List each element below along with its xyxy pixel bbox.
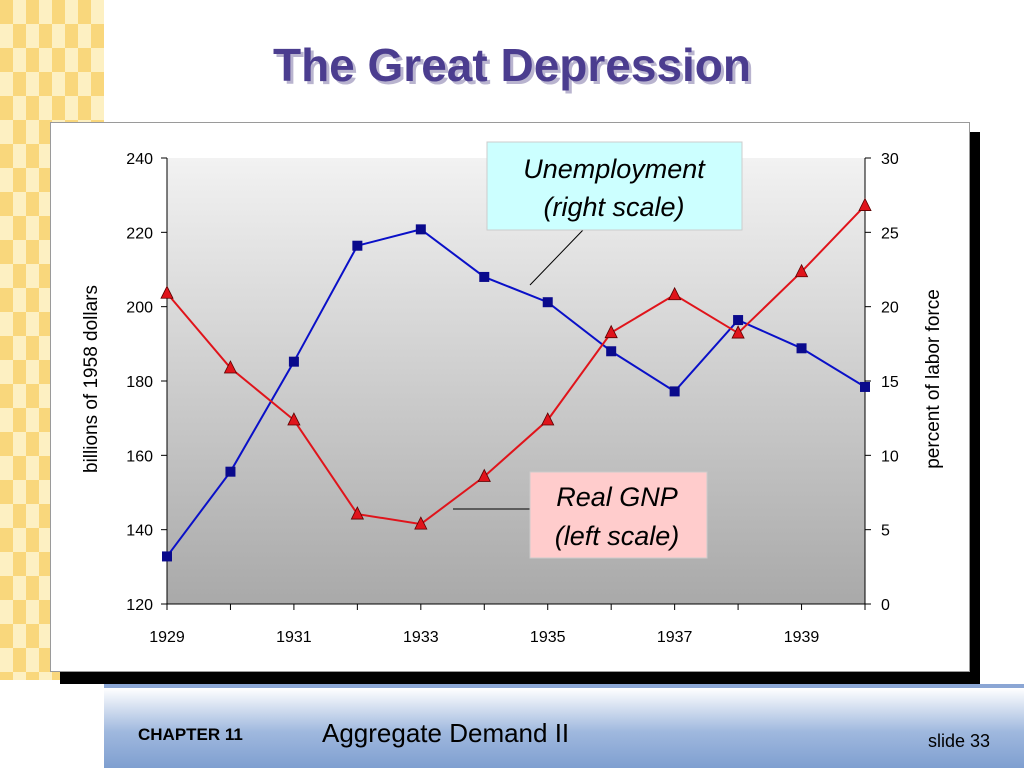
real-gnp-point bbox=[287, 412, 301, 426]
unemployment-point bbox=[606, 346, 617, 357]
real-gnp-point bbox=[541, 412, 555, 426]
x-tick-label: 1937 bbox=[657, 629, 693, 646]
unemployment-point bbox=[415, 224, 426, 235]
right-tick-label: 30 bbox=[881, 151, 899, 168]
unemployment-callout-leader bbox=[529, 229, 584, 286]
slide-footer bbox=[104, 688, 1024, 768]
x-tick-label: 1939 bbox=[784, 629, 820, 646]
chart: 120 140 160 180 200 220 240 0 5 10 15 20 25 30 1929 193… bbox=[81, 141, 944, 646]
unemployment-point bbox=[542, 297, 553, 308]
unemployment-point bbox=[796, 343, 807, 354]
right-tick-label: 0 bbox=[881, 597, 890, 614]
gnp-callout-box bbox=[529, 471, 708, 559]
x-tick-label: 1929 bbox=[149, 629, 185, 646]
left-axis-label: billions of 1958 dollars bbox=[81, 285, 102, 473]
gnp-callout-line-2: (left scale) bbox=[555, 521, 680, 551]
right-tick-label: 10 bbox=[881, 448, 899, 465]
unemployment-point bbox=[479, 271, 490, 282]
right-tick-label: 25 bbox=[881, 225, 899, 242]
unemployment-point bbox=[288, 356, 299, 367]
unemployment-point bbox=[860, 381, 870, 392]
real-gnp-point bbox=[160, 285, 174, 299]
unemployment-point bbox=[225, 466, 236, 477]
left-tick-label: 220 bbox=[126, 225, 153, 242]
right-tick-label: 5 bbox=[881, 523, 890, 540]
real-gnp-point bbox=[477, 468, 491, 482]
real-gnp-point bbox=[604, 324, 618, 339]
real-gnp-point bbox=[414, 516, 428, 530]
series-markers bbox=[160, 197, 872, 562]
unemployment-point bbox=[733, 315, 744, 326]
right-axis-label: percent of labor force bbox=[923, 289, 944, 469]
gnp-callout: Real GNP (left scale) bbox=[529, 471, 708, 559]
real-gnp-point bbox=[667, 286, 682, 301]
slide-number: slide 33 bbox=[928, 731, 991, 751]
x-tick-label: 1931 bbox=[276, 629, 312, 646]
left-tick-label: 200 bbox=[126, 300, 153, 317]
real-gnp-point bbox=[223, 360, 238, 374]
x-tick-label: 1933 bbox=[403, 629, 439, 646]
right-tick-label: 15 bbox=[881, 374, 899, 391]
real-gnp-line bbox=[166, 204, 866, 526]
real-gnp-point bbox=[794, 263, 809, 278]
left-tick-label: 120 bbox=[126, 597, 153, 614]
series-lines bbox=[166, 204, 866, 558]
axes: 120 140 160 180 200 220 240 0 5 10 15 20 25 30 1929 193… bbox=[126, 151, 899, 646]
x-tick-label: 1935 bbox=[530, 629, 566, 646]
slide-title: The Great Depression bbox=[272, 39, 752, 91]
unemployment-callout-line-2: (right scale) bbox=[543, 192, 684, 222]
left-tick-label: 240 bbox=[126, 151, 153, 168]
unemployment-callout: Unemployment (right scale) bbox=[486, 141, 743, 231]
real-gnp-point bbox=[731, 325, 745, 339]
unemployment-point bbox=[669, 386, 680, 397]
unemployment-point bbox=[162, 551, 172, 562]
left-tick-label: 180 bbox=[126, 374, 153, 391]
real-gnp-point bbox=[858, 197, 872, 211]
left-tick-label: 140 bbox=[126, 523, 153, 540]
real-gnp-point bbox=[350, 506, 365, 520]
unemployment-point bbox=[352, 240, 363, 251]
footer-divider bbox=[104, 684, 1024, 688]
chapter-label: CHAPTER 11 bbox=[138, 725, 243, 744]
chapter-subject: Aggregate Demand II bbox=[322, 718, 570, 748]
unemployment-callout-line-1: Unemployment bbox=[523, 154, 706, 184]
unemployment-callout-box bbox=[486, 141, 743, 231]
unemployment-line bbox=[166, 228, 866, 558]
right-tick-label: 20 bbox=[881, 300, 899, 317]
gnp-callout-line-1: Real GNP bbox=[556, 482, 678, 512]
left-tick-label: 160 bbox=[126, 448, 153, 465]
